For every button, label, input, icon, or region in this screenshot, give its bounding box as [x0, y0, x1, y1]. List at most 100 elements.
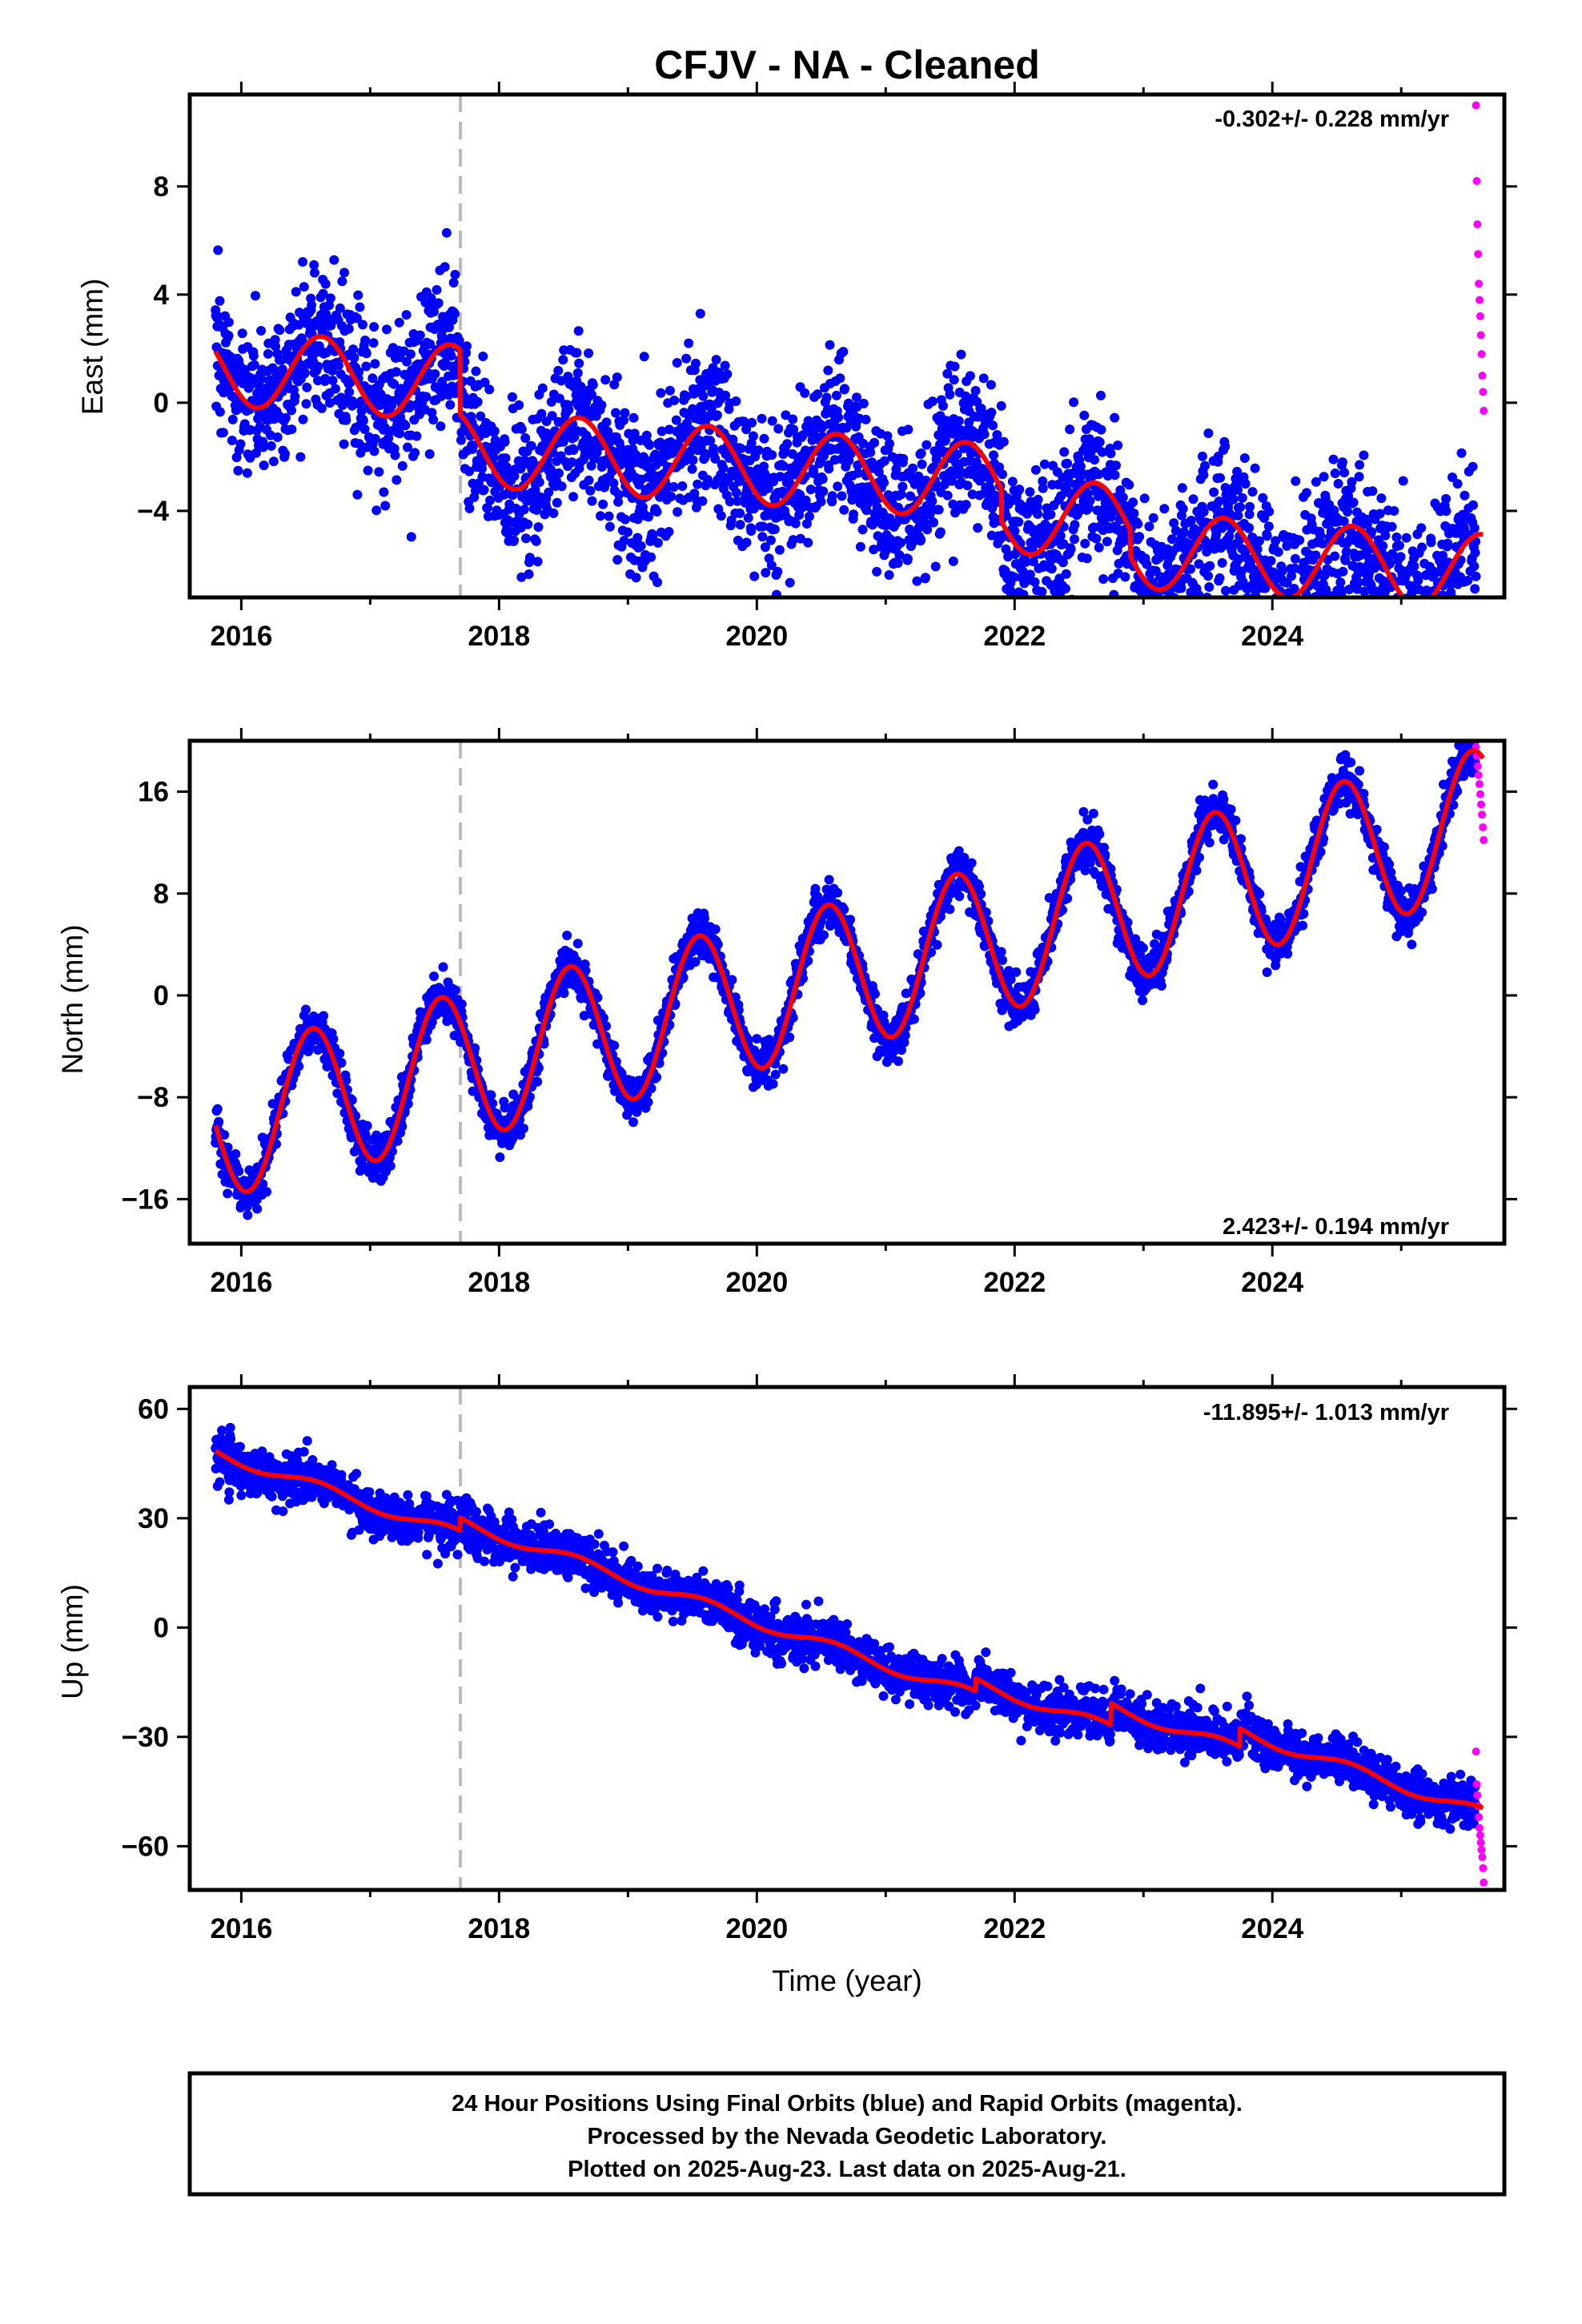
final-orbit-point — [1337, 457, 1347, 468]
final-orbit-point — [263, 348, 273, 359]
final-orbit-point — [585, 485, 596, 496]
final-orbit-point — [389, 379, 400, 389]
final-orbit-point — [1465, 606, 1475, 616]
final-orbit-point — [477, 457, 488, 468]
final-orbit-point — [1136, 614, 1146, 624]
final-orbit-point — [748, 431, 758, 441]
rapid-orbit-point — [1477, 350, 1486, 359]
final-orbit-point — [1441, 493, 1452, 504]
final-orbit-point — [1364, 553, 1374, 563]
final-orbit-point — [935, 527, 946, 537]
final-orbit-point — [1417, 599, 1427, 609]
final-orbit-point — [896, 537, 906, 548]
final-orbit-point — [336, 1058, 347, 1068]
final-orbit-point — [478, 352, 488, 361]
final-orbit-point — [1418, 614, 1427, 624]
final-orbit-point — [223, 331, 234, 341]
final-orbit-point — [1289, 584, 1299, 593]
final-orbit-point — [361, 361, 371, 372]
final-orbit-point — [1033, 509, 1043, 519]
final-orbit-point — [1463, 575, 1473, 585]
final-orbit-point — [1394, 664, 1403, 673]
final-orbit-point — [896, 489, 906, 500]
final-orbit-point — [558, 355, 568, 365]
final-orbit-point — [1098, 574, 1109, 584]
final-orbit-point — [1416, 609, 1426, 618]
final-orbit-point — [464, 466, 475, 476]
final-orbit-point — [248, 351, 259, 361]
final-orbit-point — [251, 448, 261, 458]
final-orbit-point — [1435, 633, 1445, 642]
final-orbit-point — [480, 428, 491, 438]
final-orbit-point — [1079, 410, 1090, 420]
final-orbit-point — [897, 481, 908, 492]
final-orbit-point — [1387, 549, 1398, 559]
final-orbit-point — [349, 352, 359, 363]
final-orbit-point — [879, 477, 889, 488]
final-orbit-point — [1394, 541, 1404, 551]
final-orbit-point — [310, 267, 319, 278]
final-orbit-point — [949, 375, 959, 385]
final-orbit-point — [234, 1166, 244, 1176]
final-orbit-point — [1341, 547, 1351, 557]
final-orbit-point — [1337, 612, 1347, 621]
final-orbit-point — [1408, 625, 1418, 634]
final-orbit-point — [1148, 513, 1158, 523]
final-orbit-point — [619, 536, 629, 546]
final-orbit-point — [721, 390, 731, 400]
final-orbit-point — [564, 404, 574, 415]
final-orbit-point — [865, 447, 876, 457]
final-orbit-point — [532, 557, 543, 567]
final-orbit-point — [1402, 657, 1411, 667]
final-orbit-point — [1014, 485, 1025, 495]
final-orbit-point — [428, 415, 439, 425]
rapid-orbit-point — [1474, 250, 1483, 259]
final-orbit-point — [536, 408, 547, 419]
final-orbit-point — [630, 449, 640, 460]
final-orbit-point — [1423, 648, 1433, 657]
final-orbit-point — [320, 373, 331, 384]
final-orbit-point — [586, 460, 596, 471]
final-orbit-point — [950, 508, 960, 518]
final-orbit-point — [1058, 539, 1069, 549]
final-orbit-point — [613, 497, 624, 507]
final-orbit-point — [913, 471, 924, 481]
final-orbit-point — [839, 505, 849, 515]
final-orbit-point — [1179, 527, 1189, 537]
final-orbit-point — [355, 302, 365, 312]
final-orbit-point — [1244, 523, 1255, 533]
final-orbit-point — [1419, 598, 1428, 608]
final-orbit-point — [1416, 523, 1427, 533]
final-orbit-point — [348, 344, 359, 355]
final-orbit-point — [319, 1011, 329, 1021]
final-orbit-point — [1411, 617, 1420, 627]
final-orbit-point — [1278, 657, 1287, 666]
final-orbit-point — [673, 507, 683, 517]
final-orbit-point — [262, 1187, 272, 1197]
final-orbit-point — [665, 424, 674, 435]
final-orbit-point — [1102, 537, 1112, 547]
final-orbit-point — [1090, 455, 1100, 465]
final-orbit-point — [604, 511, 614, 521]
final-orbit-point — [307, 300, 317, 311]
final-orbit-point — [1250, 463, 1260, 473]
final-orbit-point — [556, 481, 567, 492]
final-orbit-point — [639, 352, 649, 362]
final-orbit-point — [1347, 476, 1357, 487]
final-orbit-point — [1014, 517, 1024, 527]
final-orbit-point — [1317, 538, 1327, 549]
final-orbit-point — [1149, 639, 1158, 649]
final-orbit-point — [328, 1034, 339, 1044]
final-orbit-point — [584, 475, 594, 485]
final-orbit-point — [1280, 690, 1290, 699]
final-orbit-point — [215, 407, 225, 417]
final-orbit-point — [401, 310, 412, 320]
final-orbit-point — [256, 374, 267, 384]
final-orbit-point — [1080, 538, 1090, 549]
final-orbit-point — [669, 396, 680, 405]
final-orbit-point — [917, 459, 927, 469]
final-orbit-point — [472, 396, 483, 407]
final-orbit-point — [765, 535, 776, 545]
final-orbit-point — [1339, 516, 1349, 526]
final-orbit-point — [1176, 583, 1186, 593]
